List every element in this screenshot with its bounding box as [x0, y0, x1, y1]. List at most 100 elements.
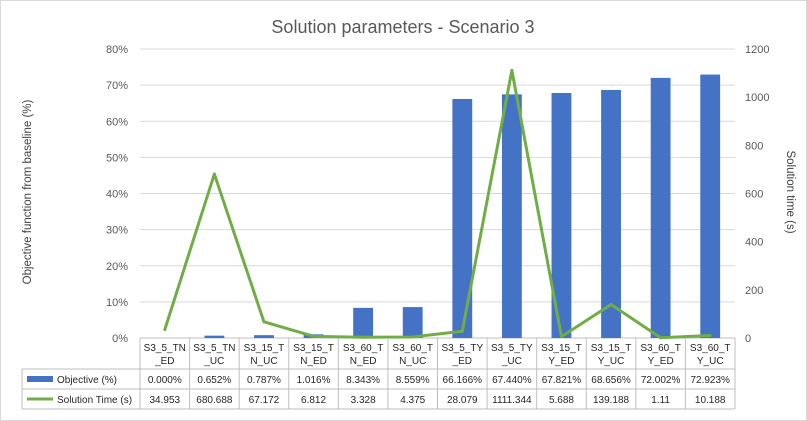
y-tick-label: 50%	[106, 152, 128, 164]
line-point	[708, 334, 712, 338]
y2-tick-label: 200	[745, 285, 763, 297]
bar	[551, 92, 572, 338]
line-point	[460, 329, 464, 333]
y-tick-label: 10%	[106, 297, 128, 309]
bar	[452, 98, 473, 338]
x-tick-label: Y_ED	[548, 356, 574, 367]
line-point	[361, 335, 365, 339]
y2-axis-title: Solution time (s)	[784, 150, 796, 233]
bar	[254, 335, 274, 338]
table-cell-objective: 72.923%	[690, 375, 730, 386]
bar	[402, 307, 423, 338]
x-tick-label: N_UC	[399, 356, 426, 367]
x-tick-label: Y_UC	[697, 356, 724, 367]
x-tick-label: _UC	[501, 356, 522, 367]
table-cell-time: 1.11	[651, 395, 670, 406]
table-cell-objective: 1.016%	[297, 375, 331, 386]
line-point	[659, 336, 663, 340]
x-tick-label: Y_ED	[648, 356, 674, 367]
bar-series	[204, 74, 721, 339]
x-tick-label: S3_15_T	[541, 343, 582, 354]
x-tick-label: S3_15_T	[293, 343, 334, 354]
x-tick-label: _UC	[203, 356, 224, 367]
table-cell-objective: 8.559%	[396, 375, 430, 386]
table-cell-time: 10.188	[695, 395, 726, 406]
x-tick-label: N_ED	[350, 356, 377, 367]
x-tick-label: N_UC	[250, 356, 277, 367]
y-tick-label: 30%	[106, 225, 128, 237]
table-cell-time: 3.328	[351, 395, 376, 406]
bar	[353, 307, 374, 338]
x-tick-label: S3_60_T	[640, 343, 681, 354]
x-tick-label: S3_5_TN	[193, 343, 235, 354]
y2-tick-label: 1200	[745, 44, 769, 56]
table-cell-objective: 66.166%	[443, 375, 483, 386]
table-cell-objective: 72.002%	[641, 375, 681, 386]
line-point	[510, 68, 514, 72]
x-tick-label: _ED	[154, 356, 174, 367]
table-cell-time: 680.688	[196, 395, 233, 406]
y2-tick-label: 600	[745, 189, 763, 201]
x-tick-label: S3_5_TN	[144, 343, 186, 354]
y-tick-label: 20%	[106, 261, 128, 273]
bar	[501, 94, 522, 338]
y-tick-label: 60%	[106, 116, 128, 128]
bar	[650, 77, 671, 339]
y-axis-ticks: 0% 10% 20% 30% 40% 50% 60% 70% 80%	[106, 44, 128, 345]
y2-tick-label: 1000	[745, 92, 769, 104]
table-cell-objective: 68.656%	[591, 375, 631, 386]
y2-axis-ticks: 0 200 400 600 800 1000 1200	[745, 44, 769, 345]
line-point	[559, 335, 563, 339]
table-cell-objective: 0.787%	[247, 375, 281, 386]
table-cell-time: 6.812	[301, 395, 326, 406]
series-line	[163, 68, 711, 340]
y2-tick-label: 800	[745, 140, 763, 152]
y-tick-label: 0%	[112, 333, 128, 345]
bar	[204, 335, 225, 338]
line-point	[163, 328, 167, 332]
x-tick-label: _ED	[452, 356, 472, 367]
table-cell-objective: 67.440%	[492, 375, 532, 386]
table-cell-objective: 0.000%	[148, 375, 182, 386]
y2-tick-label: 400	[745, 237, 763, 249]
bar	[700, 74, 721, 338]
table-cell-objective: 67.821%	[542, 375, 582, 386]
y-tick-label: 70%	[106, 80, 128, 92]
x-tick-label: Y_UC	[598, 356, 625, 367]
x-tick-label: S3_60_T	[392, 343, 433, 354]
x-tick-label: S3_15_T	[591, 343, 632, 354]
data-table: S3_5_TN _ED S3_5_TN _UC S3_15_T N_UC S3_15_T N_…	[21, 338, 736, 410]
table-cell-objective: 8.343%	[346, 375, 380, 386]
chart-title: Solution parameters - Scenario 3	[271, 17, 534, 37]
line-point	[262, 320, 266, 324]
line-point	[411, 335, 415, 339]
line-point	[609, 302, 613, 306]
x-tick-label: N_ED	[300, 356, 327, 367]
table-cell-time: 1111.344	[492, 395, 532, 406]
table-cell-time: 28.079	[447, 395, 478, 406]
x-tick-label: S3_60_T	[690, 343, 731, 354]
table-cell-objective: 0.652%	[197, 375, 231, 386]
x-tick-label: S3_60_T	[343, 343, 384, 354]
y-tick-label: 40%	[106, 189, 128, 201]
table-cell-time: 4.375	[400, 395, 425, 406]
x-tick-label: S3_5_TY	[441, 343, 483, 354]
legend-label-time: Solution Time (s)	[57, 395, 132, 406]
bar	[601, 89, 621, 339]
x-tick-label: S3_15_T	[244, 343, 285, 354]
line-series	[163, 68, 712, 340]
y2-tick-label: 0	[745, 333, 751, 345]
y-axis-title: Objective function from baseline (%)	[22, 99, 34, 284]
table-cell-time: 5.688	[549, 395, 574, 406]
table-cell-time: 34.953	[149, 395, 180, 406]
x-tick-label: S3_5_TY	[491, 343, 533, 354]
legend-label-objective: Objective (%)	[57, 375, 117, 386]
table-cell-time: 139.188	[593, 395, 630, 406]
line-point	[312, 334, 316, 338]
y-tick-label: 80%	[106, 44, 128, 56]
legend-key-objective	[27, 376, 53, 382]
line-point	[212, 172, 216, 176]
